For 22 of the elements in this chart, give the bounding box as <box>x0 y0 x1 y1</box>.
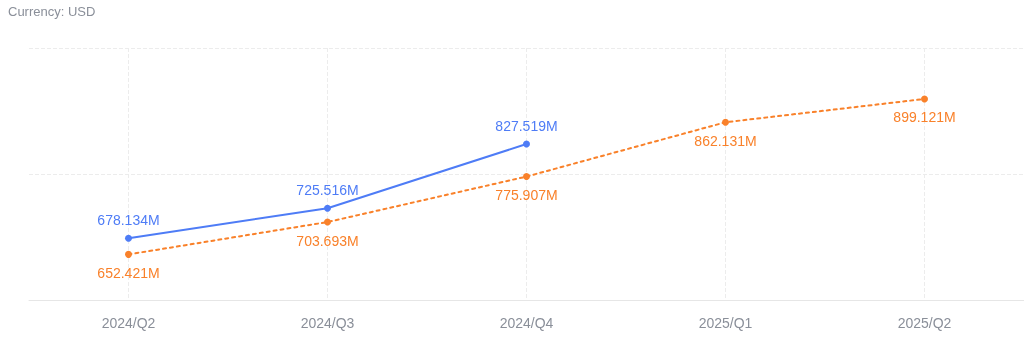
x-tick-label: 2024/Q2 <box>101 315 156 331</box>
data-label: 827.519M <box>495 117 558 134</box>
data-label: 678.134M <box>97 211 160 228</box>
data-label: 775.907M <box>495 187 558 204</box>
point <box>523 140 530 148</box>
x-tick-label: 2024/Q3 <box>300 315 355 331</box>
point <box>523 173 530 181</box>
x-tick-label: 2025/Q2 <box>897 315 952 331</box>
point <box>324 218 331 226</box>
data-label: 652.421M <box>97 264 160 281</box>
data-label: 703.693M <box>296 232 359 249</box>
point <box>921 95 928 103</box>
data-label: 862.131M <box>694 132 757 149</box>
point <box>125 250 132 258</box>
x-tick-label: 2024/Q4 <box>499 315 554 331</box>
data-label: 725.516M <box>296 181 359 198</box>
data-label: 899.121M <box>893 109 956 126</box>
x-tick-label: 2025/Q1 <box>698 315 753 331</box>
text: Currency: USD <box>8 4 96 19</box>
point <box>324 204 331 212</box>
point <box>125 234 132 242</box>
point <box>722 118 729 126</box>
